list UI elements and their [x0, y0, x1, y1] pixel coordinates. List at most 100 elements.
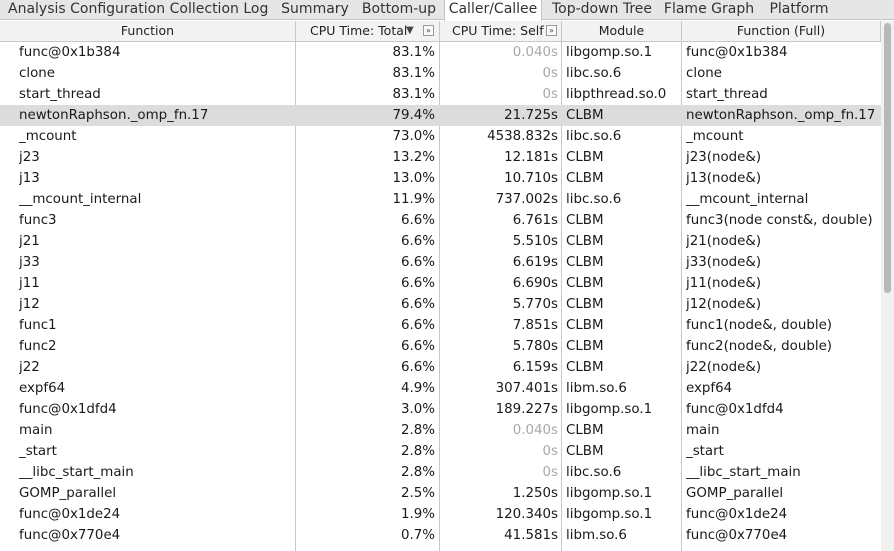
- table-row[interactable]: func@0x1de24 1.9% 120.340s libgomp.so.1 func…: [0, 504, 881, 525]
- function-cell: func3: [19, 213, 57, 228]
- cpu-total-cell: 73.0%: [392, 129, 435, 144]
- tab-caller-callee[interactable]: Caller/Callee: [444, 0, 542, 21]
- table-row[interactable]: func@0x770e4 0.7% 41.581s libm.so.6 func@0x7…: [0, 525, 881, 546]
- column-header-module[interactable]: Module: [562, 21, 682, 41]
- cpu-self-cell: 7.851s: [512, 318, 558, 333]
- table-row[interactable]: _mcount 73.0% 4538.832s libc.so.6 _mcount: [0, 126, 881, 147]
- cpu-total-cell: 83.1%: [392, 45, 435, 60]
- function-full-cell: __mcount_internal: [686, 192, 809, 207]
- cpu-total-cell: 6.6%: [400, 234, 435, 249]
- function-full-cell: func@0x770e4: [686, 528, 788, 543]
- function-full-cell: func@0x1de24: [686, 507, 788, 522]
- cpu-self-cell: 6.159s: [512, 360, 558, 375]
- function-full-cell: main: [686, 423, 720, 438]
- cpu-total-cell: 83.1%: [392, 87, 435, 102]
- module-cell: libgomp.so.1: [566, 45, 653, 60]
- function-full-cell: func3(node const&, double): [686, 213, 873, 228]
- function-cell: func@0x770e4: [19, 528, 121, 543]
- cpu-total-cell: 6.6%: [400, 339, 435, 354]
- function-cell: j23: [19, 150, 40, 165]
- module-cell: libm.so.6: [566, 528, 627, 543]
- table-row[interactable]: _start 2.8% 0s CLBM _start: [0, 441, 881, 462]
- module-cell: CLBM: [566, 423, 604, 438]
- table-row[interactable]: j11 6.6% 6.690s CLBM j11(node&): [0, 273, 881, 294]
- table-row[interactable]: start_thread 83.1% 0s libpthread.so.0 start_…: [0, 84, 881, 105]
- function-full-cell: func@0x1b384: [686, 45, 788, 60]
- module-cell: CLBM: [566, 255, 604, 270]
- module-cell: libgomp.so.1: [566, 402, 653, 417]
- table-row[interactable]: __mcount_internal 11.9% 737.002s libc.so.6 _…: [0, 189, 881, 210]
- tab-collection-log[interactable]: Collection Log: [169, 1, 269, 17]
- cpu-self-cell: 0.040s: [512, 423, 558, 438]
- table-row[interactable]: func@0x1b384 83.1% 0.040s libgomp.so.1 func@…: [0, 42, 881, 63]
- module-cell: CLBM: [566, 318, 604, 333]
- table-row[interactable]: func@0x1dfd4 3.0% 189.227s libgomp.so.1 func…: [0, 399, 881, 420]
- module-cell: CLBM: [566, 234, 604, 249]
- table-row[interactable]: GOMP_parallel 2.5% 1.250s libgomp.so.1 GOMP_…: [0, 483, 881, 504]
- function-full-cell: expf64: [686, 381, 733, 396]
- tab-flame-graph[interactable]: Flame Graph: [663, 1, 755, 17]
- function-cell: __mcount_internal: [19, 192, 142, 207]
- cpu-total-cell: 0.7%: [400, 528, 435, 543]
- table-row[interactable]: j33 6.6% 6.619s CLBM j33(node&): [0, 252, 881, 273]
- cpu-total-cell: 2.8%: [400, 444, 435, 459]
- cpu-self-cell: 0s: [542, 444, 559, 459]
- table-row[interactable]: func1 6.6% 7.851s CLBM func1(node&, double): [0, 315, 881, 336]
- function-cell: j33: [19, 255, 40, 270]
- module-cell: CLBM: [566, 150, 604, 165]
- sort-descending-icon: ▼: [406, 25, 414, 36]
- table-row[interactable]: j23 13.2% 12.181s CLBM j23(node&): [0, 147, 881, 168]
- column-header-module-label: Module: [598, 23, 645, 38]
- expand-column-icon[interactable]: »: [423, 25, 434, 36]
- tab-bottom-up[interactable]: Bottom-up: [361, 1, 437, 17]
- function-full-cell: j12(node&): [686, 297, 762, 312]
- table-row[interactable]: func2 6.6% 5.780s CLBM func2(node&, double): [0, 336, 881, 357]
- tab-platform[interactable]: Platform: [769, 1, 829, 17]
- function-cell: expf64: [19, 381, 66, 396]
- table-row[interactable]: __libc_start_main 2.8% 0s libc.so.6 __libc_s…: [0, 462, 881, 483]
- function-full-cell: _start: [686, 444, 724, 459]
- tab-summary[interactable]: Summary: [281, 1, 349, 17]
- vertical-scrollbar[interactable]: [881, 21, 894, 551]
- function-full-cell: j22(node&): [686, 360, 762, 375]
- column-header-cpu-total[interactable]: CPU Time: Total ▼ »: [296, 21, 440, 41]
- table-row[interactable]: j22 6.6% 6.159s CLBM j22(node&): [0, 357, 881, 378]
- column-header-function-full[interactable]: Function (Full): [682, 21, 881, 41]
- table-row[interactable]: newtonRaphson._omp_fn.17 79.4% 21.725s CLBM…: [0, 105, 881, 126]
- cpu-total-cell: 6.6%: [400, 213, 435, 228]
- module-cell: libpthread.so.0: [566, 87, 667, 102]
- module-cell: libgomp.so.1: [566, 486, 653, 501]
- cpu-total-cell: 2.8%: [400, 465, 435, 480]
- table-row[interactable]: j12 6.6% 5.770s CLBM j12(node&): [0, 294, 881, 315]
- cpu-total-cell: 6.6%: [400, 255, 435, 270]
- column-header-cpu-total-label: CPU Time: Total: [310, 23, 408, 38]
- function-cell: start_thread: [19, 87, 101, 102]
- scrollbar-thumb[interactable]: [884, 23, 891, 293]
- table-row[interactable]: j21 6.6% 5.510s CLBM j21(node&): [0, 231, 881, 252]
- cpu-self-cell: 6.619s: [512, 255, 558, 270]
- column-divider: [439, 21, 440, 551]
- cpu-total-cell: 6.6%: [400, 360, 435, 375]
- expand-column-icon[interactable]: »: [546, 25, 557, 36]
- cpu-self-cell: 5.510s: [512, 234, 558, 249]
- function-full-cell: j23(node&): [686, 150, 762, 165]
- tab-top-down-tree[interactable]: Top-down Tree: [551, 1, 653, 17]
- table-row[interactable]: clone 83.1% 0s libc.so.6 clone: [0, 63, 881, 84]
- table-row[interactable]: j13 13.0% 10.710s CLBM j13(node&): [0, 168, 881, 189]
- cpu-self-cell: 737.002s: [495, 192, 558, 207]
- tab-analysis-configuration[interactable]: Analysis Configuration: [8, 1, 166, 17]
- cpu-total-cell: 13.2%: [392, 150, 435, 165]
- table-row[interactable]: func3 6.6% 6.761s CLBM func3(node const&, do…: [0, 210, 881, 231]
- function-cell: GOMP_parallel: [19, 486, 117, 501]
- function-cell: func@0x1b384: [19, 45, 121, 60]
- function-cell: newtonRaphson._omp_fn.17: [19, 108, 209, 123]
- module-cell: CLBM: [566, 297, 604, 312]
- column-header-function[interactable]: Function: [0, 21, 296, 41]
- cpu-self-cell: 5.780s: [512, 339, 558, 354]
- table-row[interactable]: main 2.8% 0.040s CLBM main: [0, 420, 881, 441]
- column-header-cpu-self[interactable]: CPU Time: Self »: [440, 21, 562, 41]
- table-row[interactable]: expf64 4.9% 307.401s libm.so.6 expf64: [0, 378, 881, 399]
- column-divider: [561, 21, 562, 551]
- function-full-cell: j21(node&): [686, 234, 762, 249]
